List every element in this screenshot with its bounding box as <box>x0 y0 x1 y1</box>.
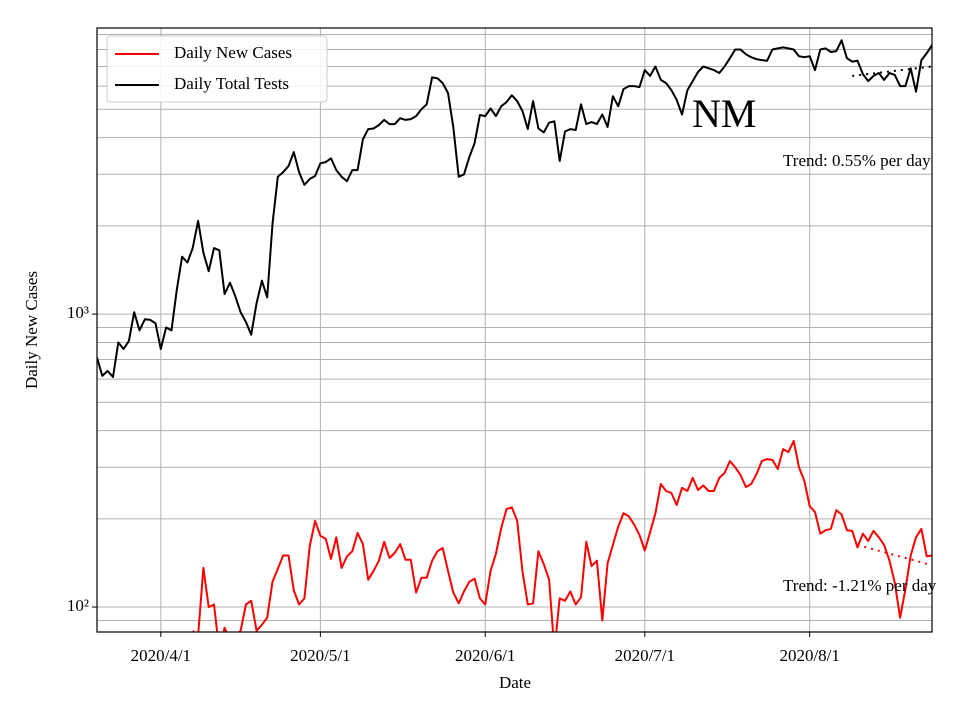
trend-label: Trend: -1.21% per day <box>783 576 937 595</box>
trend-label: Trend: 0.55% per day <box>783 151 931 170</box>
data-line <box>192 439 932 632</box>
legend-label: Daily New Cases <box>174 43 292 62</box>
x-axis-label: Date <box>499 673 531 692</box>
annotation: NM <box>692 91 756 136</box>
legend-box <box>106 35 328 103</box>
data-line <box>97 39 932 378</box>
axes-frame <box>96 27 933 633</box>
y-tick-label: 10³ <box>67 303 89 322</box>
plot-area <box>97 39 932 632</box>
trend-line <box>857 543 932 567</box>
x-tick-label: 2020/7/1 <box>615 646 675 665</box>
y-axis-label: Daily New Cases <box>22 271 41 389</box>
legend-label: Daily Total Tests <box>174 74 289 93</box>
y-tick-label: 10² <box>67 596 89 615</box>
x-tick-label: 2020/5/1 <box>290 646 350 665</box>
x-tick-label: 2020/6/1 <box>455 646 515 665</box>
x-tick-label: 2020/8/1 <box>779 646 839 665</box>
x-tick-label: 2020/4/1 <box>131 646 191 665</box>
